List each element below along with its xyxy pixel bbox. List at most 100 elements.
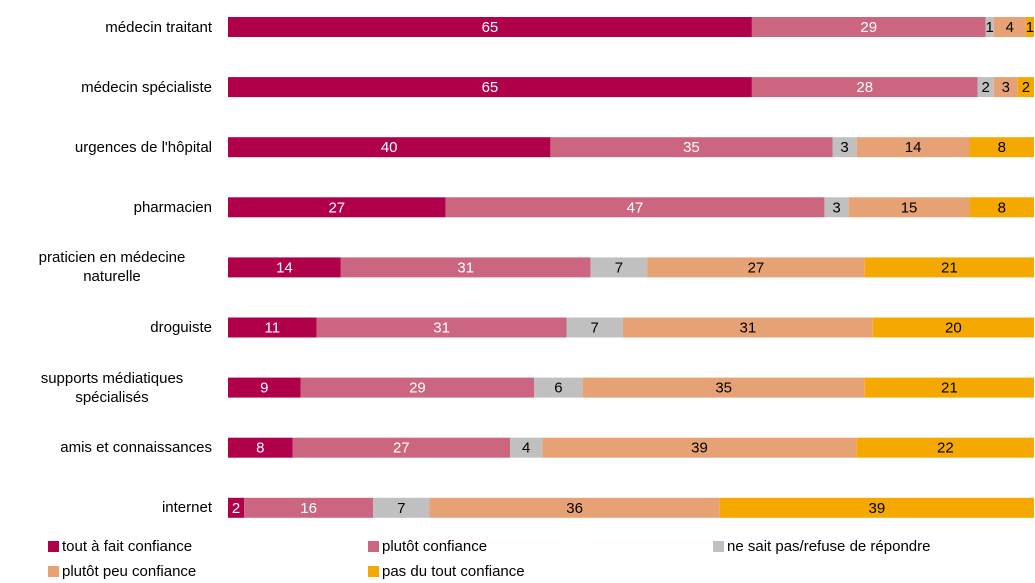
data-label: 29 (409, 380, 426, 397)
bar-segment (1025, 17, 1034, 37)
data-label: 22 (937, 440, 954, 457)
data-label: 2 (981, 79, 989, 96)
bar-segment (510, 437, 543, 458)
data-label: 9 (260, 380, 268, 397)
legend-label: pas du tout confiance (382, 563, 525, 580)
category-label: praticien en médecine naturelle (0, 242, 212, 292)
data-label: 7 (591, 319, 599, 336)
bar-segment (856, 137, 970, 158)
legend-swatch (48, 541, 59, 552)
legend-label: plutôt confiance (382, 538, 488, 555)
data-label: 21 (941, 259, 958, 276)
bar-segment (429, 497, 720, 518)
category-text: praticien en médecine naturelle (38, 249, 186, 286)
bar-segment (228, 497, 245, 518)
legend-item: plutôt peu confiance (48, 563, 196, 580)
bar-segment (985, 17, 994, 37)
data-label: 28 (856, 79, 873, 96)
data-label: 27 (328, 199, 345, 216)
data-label: 2 (232, 500, 240, 517)
legend-item: pas du tout confiance (368, 563, 525, 580)
data-label: 65 (482, 19, 499, 36)
bar-segment (228, 17, 752, 37)
category-label: pharmacien (0, 182, 212, 232)
bar-segment (300, 377, 535, 398)
data-label: 39 (868, 500, 885, 517)
data-label: 31 (740, 319, 757, 336)
bar-segment (445, 197, 825, 218)
bar-segment (292, 437, 511, 458)
category-label: droguiste (0, 303, 212, 353)
category-text: amis et connaissances (60, 439, 212, 457)
bar-segment (228, 317, 317, 338)
bar-segment (316, 317, 567, 338)
bar-segment (977, 77, 994, 98)
legend-item: ne sait pas/refuse de répondre (713, 538, 930, 555)
category-text: droguiste (150, 319, 212, 336)
bar-segment (228, 437, 293, 458)
data-label: 7 (615, 259, 623, 276)
data-label: 7 (397, 500, 405, 517)
legend-label: tout à fait confiance (62, 538, 193, 555)
bar-segment (340, 257, 591, 278)
bar-segment (848, 197, 970, 218)
bar-segment (864, 377, 1034, 398)
data-label: 39 (691, 440, 708, 457)
category-text: médecin spécialiste (81, 78, 212, 96)
category-text: internet (161, 499, 212, 517)
category-label: médecin traitant (0, 2, 212, 52)
data-label: 3 (832, 199, 840, 216)
bar-segment (582, 377, 865, 398)
data-label: 14 (905, 139, 922, 156)
data-label: 11 (265, 319, 281, 336)
bar-segment (864, 257, 1034, 278)
data-label: 8 (998, 139, 1006, 156)
data-label: 16 (300, 500, 317, 517)
bar-segment (244, 497, 374, 518)
data-label: 8 (256, 440, 264, 457)
data-label: 1 (1026, 19, 1034, 36)
data-label: 21 (941, 380, 958, 397)
legend-swatch (368, 541, 379, 552)
bar-segment (751, 77, 978, 98)
data-label: 27 (393, 440, 410, 457)
bar-segment (993, 77, 1018, 98)
bar-segment (622, 317, 873, 338)
data-label: 20 (945, 319, 962, 336)
data-label: 65 (482, 79, 499, 96)
category-label: internet (0, 483, 212, 533)
data-label: 4 (1006, 19, 1014, 36)
legend-swatch (713, 541, 724, 552)
data-label: 1 (985, 19, 993, 36)
bar-segment (969, 137, 1034, 158)
bar-segment (872, 317, 1034, 338)
bar-segment (228, 377, 301, 398)
data-label: 4 (522, 440, 530, 457)
data-label: 27 (748, 259, 765, 276)
bar-segment (228, 257, 341, 278)
legend-swatch (48, 566, 59, 577)
data-label: 35 (683, 139, 700, 156)
data-label: 29 (860, 19, 877, 36)
category-text: pharmacien (133, 198, 212, 216)
bar-segment (534, 377, 583, 398)
category-label: urgences de l'hôpital (0, 122, 212, 172)
bar-segment (751, 17, 986, 37)
category-text: supports médiatiques spécialisés (40, 369, 184, 406)
category-label: amis et connaissances (0, 423, 212, 473)
bar-segment (969, 197, 1034, 218)
data-label: 31 (433, 319, 450, 336)
bar-segment (993, 17, 1026, 37)
legend-item: tout à fait confiance (48, 538, 192, 555)
bar-segment (228, 137, 551, 158)
data-label: 31 (457, 259, 474, 276)
bar-segment (832, 137, 857, 158)
data-label: 3 (1002, 79, 1010, 96)
bar-segment (550, 137, 833, 158)
legend-label: ne sait pas/refuse de répondre (727, 538, 931, 555)
bar-segment (647, 257, 865, 278)
bar-segment (228, 197, 446, 218)
data-label: 2 (1022, 79, 1030, 96)
data-label: 8 (998, 199, 1006, 216)
